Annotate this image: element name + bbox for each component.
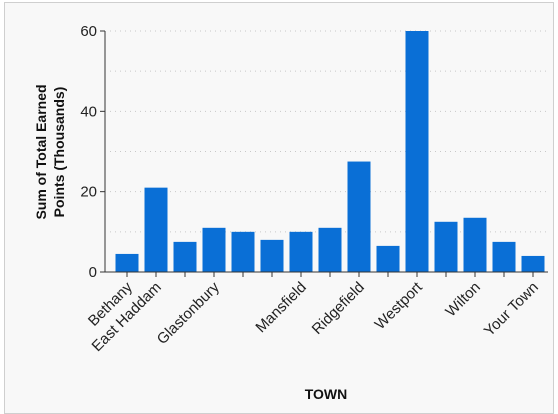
x-tick-label: Westport <box>372 278 427 333</box>
bar <box>260 239 284 272</box>
bar <box>521 255 545 272</box>
bar <box>202 227 226 272</box>
y-tick-label: 0 <box>89 264 97 281</box>
bar <box>115 253 139 272</box>
bar <box>144 187 168 272</box>
bar <box>434 221 458 272</box>
x-tick-label: Your Town <box>481 279 542 340</box>
bars <box>115 31 545 272</box>
axes <box>100 30 548 277</box>
y-tick-label: 20 <box>80 184 97 201</box>
bar <box>289 231 313 272</box>
bar <box>318 227 342 272</box>
y-axis-title-line-2: Points (Thousands) <box>51 87 67 218</box>
bar <box>376 245 400 272</box>
y-tick-label: 60 <box>80 23 97 40</box>
bar <box>405 31 429 272</box>
x-axis-title: TOWN <box>305 386 348 402</box>
gridlines <box>110 30 548 233</box>
x-tick-label: Mansfield <box>252 279 309 336</box>
x-tick-label: Wilton <box>442 279 483 320</box>
bar <box>463 217 487 272</box>
x-tick-label: Ridgefield <box>309 279 368 338</box>
bar <box>231 231 255 272</box>
bar <box>347 161 371 272</box>
bar <box>492 241 516 272</box>
chart-panel <box>4 2 554 414</box>
y-axis-title-line-1: Sum of Total Earned <box>33 84 49 219</box>
bar <box>173 241 197 272</box>
x-tick-label: Glastonbury <box>154 278 224 348</box>
y-tick-label: 40 <box>80 103 97 120</box>
